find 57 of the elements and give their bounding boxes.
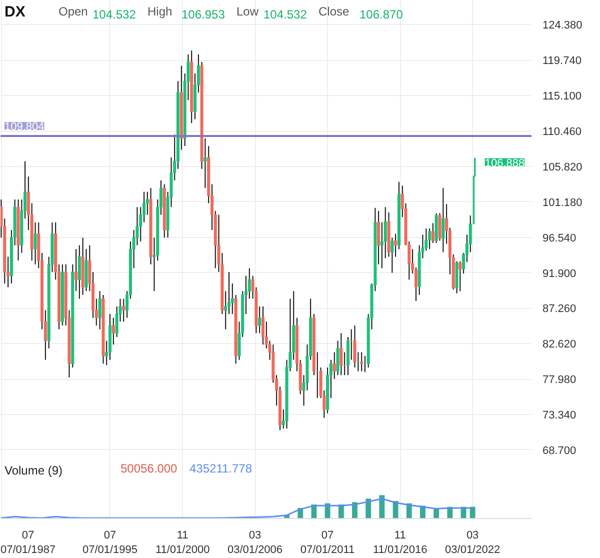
candlestick [458,260,462,292]
annotation: 50056.000 [120,462,178,476]
candlestick [98,290,102,330]
annotation: 106.870 [360,8,404,22]
bar [379,495,385,518]
candlestick [340,332,343,376]
y-tick-label: 124.380 [542,20,582,32]
chart-title: DX [4,4,26,20]
y-tick-label: 119.740 [542,55,582,68]
annotation: 104.532 [264,8,308,22]
y-tick-label: 115.100 [542,90,582,103]
annotation: Close [318,4,350,18]
annotation: Low [236,4,259,18]
x-tick-label: 11 11/01/2000 [155,530,210,556]
y-tick-label: 101.180 [542,196,582,209]
annotation: 106.888 [484,157,525,170]
annotation: High [148,4,172,18]
candlestick [442,188,445,253]
y-tick-label: 82.620 [542,338,576,351]
x-tick-label: 11 11/01/2016 [373,530,428,556]
candlestick [332,352,336,380]
bar [470,506,476,518]
y-tick-label: 105.820 [542,161,582,174]
candlestick [258,306,262,334]
y-tick-label: 87.260 [542,303,576,316]
bar [352,502,358,518]
x-tick-label: 03 03/01/2006 [227,530,283,556]
candlestick [261,306,265,346]
y-tick-label: 91.900 [542,268,576,280]
candlestick [74,248,78,292]
candlestick [34,222,37,265]
x-tick-label: 07 07/01/2011 [300,530,355,556]
x-tick-label: 07 07/01/1995 [82,530,138,556]
annotation: 106.953 [182,8,226,22]
annotation: 104.532 [92,8,136,22]
x-tick-label: 03 03/01/2022 [445,530,500,556]
candlestick [204,138,207,189]
annotation: 435211.778 [190,462,252,476]
y-tick-label: 110.460 [542,126,582,138]
candlestick [122,298,126,322]
chart-title: Volume (9) [4,464,63,478]
candlestick [377,210,380,265]
x-tick-label: 07 07/01/1987 [0,530,56,556]
candlestick [353,324,356,368]
candlestick [360,352,364,372]
candlestick [112,317,115,346]
bar [366,498,372,518]
annotation: Open [58,4,88,18]
candlestick [78,244,81,300]
candlestick [394,233,398,258]
y-tick-label: 77.980 [542,374,576,386]
candlestick [428,228,432,250]
ref-line-label: 109.804 [4,121,44,134]
candlestick [390,237,394,274]
y-tick-label: 73.340 [542,410,576,422]
y-tick-label: 96.540 [542,232,576,244]
y-tick-label: 68.700 [542,444,576,457]
